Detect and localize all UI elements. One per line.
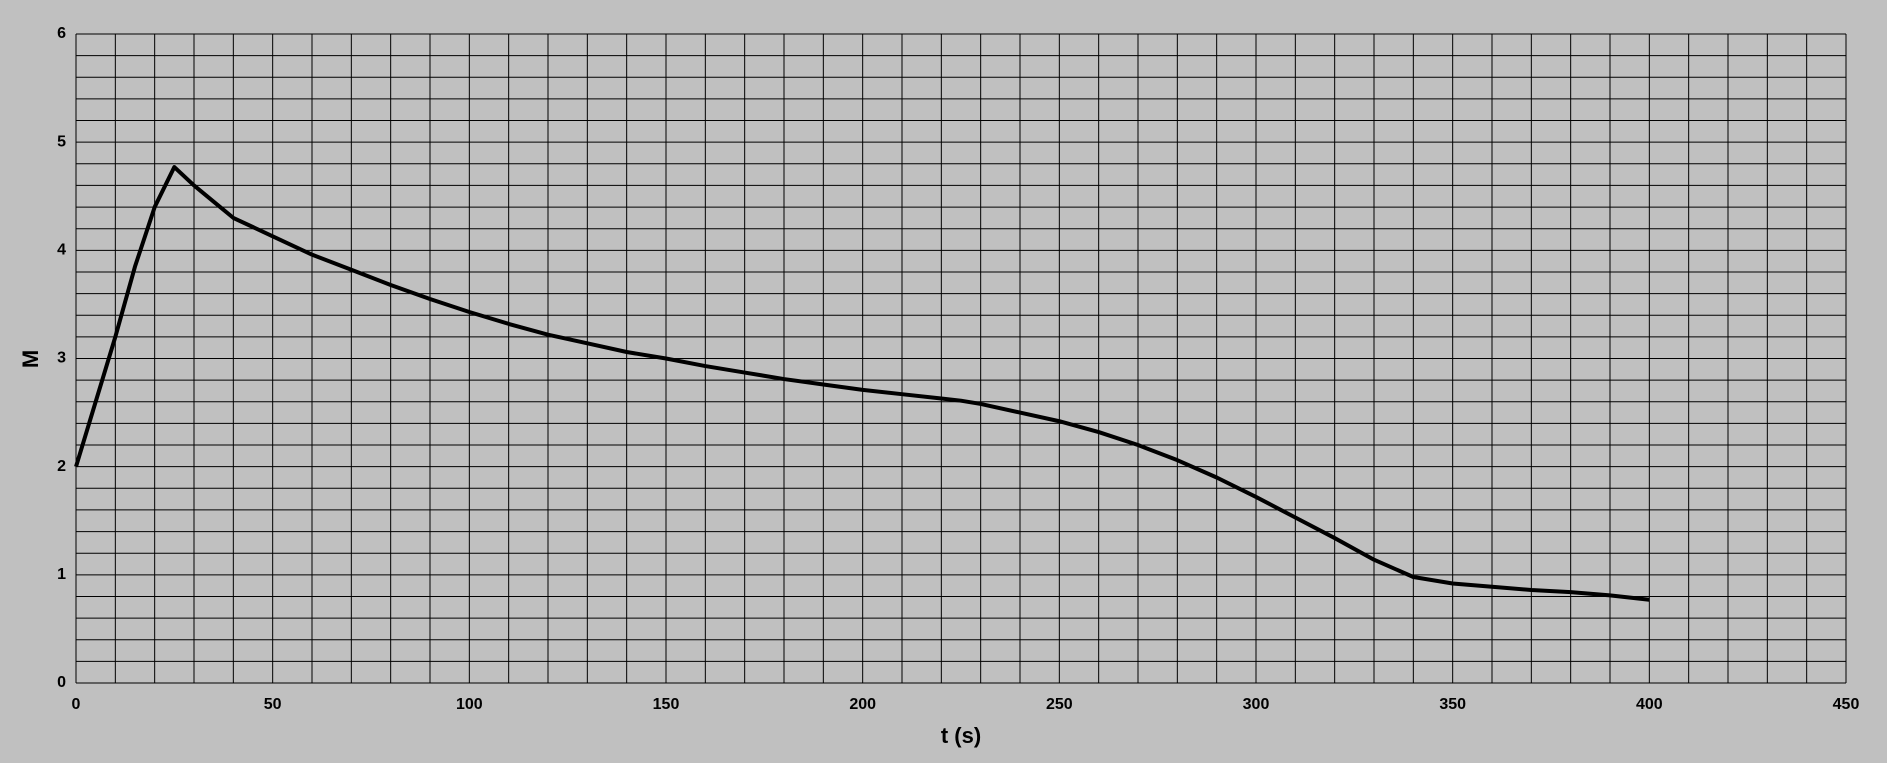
- y-tick-label: 1: [57, 566, 66, 583]
- x-tick-label: 0: [72, 696, 81, 713]
- y-tick-label: 4: [57, 242, 66, 259]
- x-tick-label: 400: [1636, 696, 1663, 713]
- x-axis-title: t (s): [941, 723, 981, 748]
- data-line: [74, 165, 1650, 602]
- x-tick-label: 250: [1046, 696, 1073, 713]
- y-tick-label: 0: [57, 674, 66, 691]
- y-axis-title: M: [18, 350, 43, 368]
- x-tick-label: 150: [653, 696, 680, 713]
- y-tick-label: 5: [57, 133, 66, 150]
- x-tick-label: 50: [264, 696, 282, 713]
- x-tick-label: 100: [456, 696, 483, 713]
- x-tick-label: 450: [1833, 696, 1860, 713]
- x-tick-label: 350: [1439, 696, 1466, 713]
- x-tick-label: 200: [849, 696, 876, 713]
- y-tick-label: 2: [57, 458, 66, 475]
- y-tick-label: 3: [57, 350, 66, 367]
- x-tick-label: 300: [1243, 696, 1270, 713]
- y-tick-label: 6: [57, 25, 66, 42]
